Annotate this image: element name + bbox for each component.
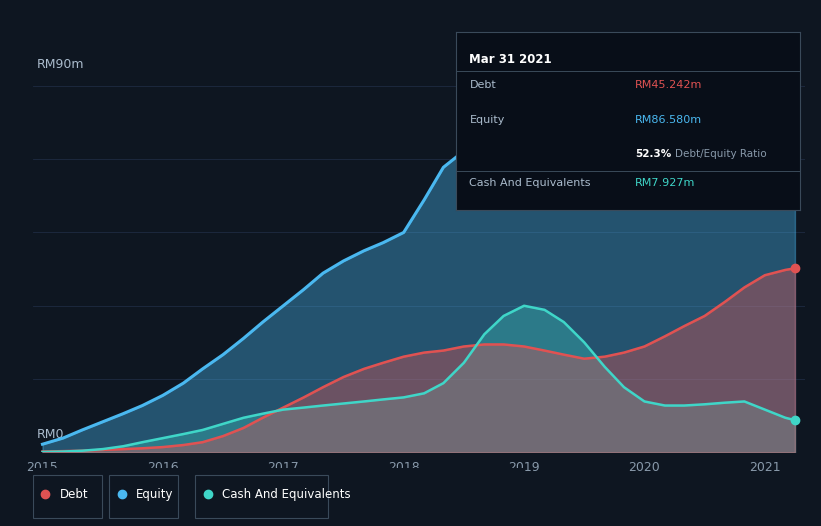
Text: RM86.580m: RM86.580m [635,115,702,125]
Text: Cash And Equivalents: Cash And Equivalents [222,488,351,501]
Text: Mar 31 2021: Mar 31 2021 [470,53,552,66]
Text: RM45.242m: RM45.242m [635,80,702,90]
Text: RM90m: RM90m [37,58,85,71]
Text: Equity: Equity [470,115,505,125]
Text: Equity: Equity [136,488,174,501]
FancyBboxPatch shape [33,475,102,518]
Text: Debt: Debt [60,488,89,501]
Text: 52.3%: 52.3% [635,149,672,159]
FancyBboxPatch shape [195,475,328,518]
Text: Debt: Debt [470,80,496,90]
Text: Cash And Equivalents: Cash And Equivalents [470,178,591,188]
Text: RM0: RM0 [37,428,64,441]
Text: Debt/Equity Ratio: Debt/Equity Ratio [675,149,766,159]
FancyBboxPatch shape [109,475,178,518]
Text: RM7.927m: RM7.927m [635,178,695,188]
